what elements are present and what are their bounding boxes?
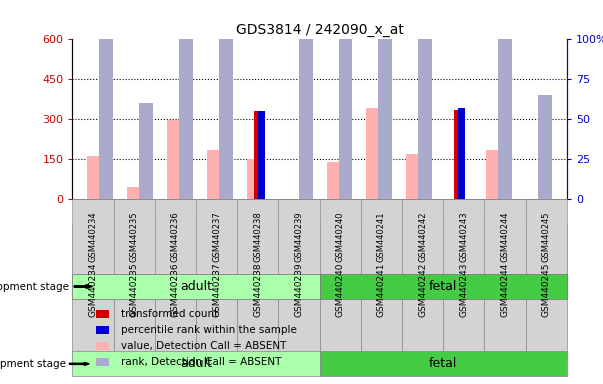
Text: GSM440236: GSM440236 — [171, 211, 180, 262]
Text: GSM440234: GSM440234 — [89, 211, 98, 262]
Text: fetal: fetal — [429, 358, 458, 370]
Bar — [207, 150, 221, 199]
Text: development stage: development stage — [0, 359, 66, 369]
Bar — [406, 154, 420, 199]
Text: GSM440235: GSM440235 — [130, 211, 139, 262]
Text: GSM440238: GSM440238 — [253, 263, 262, 317]
Text: GSM440235: GSM440235 — [130, 263, 139, 317]
Text: GSM440241: GSM440241 — [377, 263, 386, 317]
Bar — [167, 120, 181, 199]
Text: GSM440239: GSM440239 — [294, 211, 303, 262]
Text: GSM440243: GSM440243 — [459, 211, 469, 262]
Text: GSM440243: GSM440243 — [459, 263, 469, 317]
Text: GSM440244: GSM440244 — [500, 211, 510, 262]
Bar — [486, 150, 500, 199]
Bar — [99, 0, 113, 199]
Text: development stage: development stage — [0, 281, 69, 291]
Bar — [139, 103, 153, 199]
Bar — [87, 156, 101, 199]
Text: GSM440240: GSM440240 — [336, 263, 345, 317]
Bar — [418, 0, 432, 199]
Bar — [247, 159, 260, 199]
Title: GDS3814 / 242090_x_at: GDS3814 / 242090_x_at — [236, 23, 403, 36]
Bar — [127, 187, 141, 199]
Text: rank, Detection Call = ABSENT: rank, Detection Call = ABSENT — [121, 357, 281, 367]
Bar — [258, 111, 265, 199]
Bar — [458, 108, 465, 199]
Bar — [298, 0, 312, 199]
Text: GSM440242: GSM440242 — [418, 211, 427, 262]
Text: adult: adult — [180, 280, 212, 293]
Bar — [453, 110, 461, 199]
Bar — [179, 0, 193, 199]
Text: fetal: fetal — [429, 280, 458, 293]
Text: GSM440242: GSM440242 — [418, 263, 427, 317]
Bar — [338, 0, 353, 199]
Bar — [379, 0, 393, 199]
Text: GSM440241: GSM440241 — [377, 211, 386, 262]
Bar — [538, 95, 552, 199]
Text: GSM440245: GSM440245 — [541, 263, 551, 317]
Text: GSM440237: GSM440237 — [212, 211, 221, 262]
Text: GSM440234: GSM440234 — [89, 263, 98, 317]
Bar — [367, 108, 380, 199]
Text: transformed count: transformed count — [121, 309, 218, 319]
Text: value, Detection Call = ABSENT: value, Detection Call = ABSENT — [121, 341, 286, 351]
Text: GSM440237: GSM440237 — [212, 263, 221, 317]
Text: GSM440240: GSM440240 — [336, 211, 345, 262]
Text: percentile rank within the sample: percentile rank within the sample — [121, 325, 297, 335]
Bar — [254, 111, 261, 199]
Text: GSM440245: GSM440245 — [541, 211, 551, 262]
Bar — [327, 162, 341, 199]
Text: GSM440238: GSM440238 — [253, 211, 262, 262]
Bar — [498, 0, 512, 199]
Bar — [219, 0, 233, 199]
Text: GSM440236: GSM440236 — [171, 263, 180, 317]
Text: GSM440239: GSM440239 — [294, 263, 303, 317]
Text: adult: adult — [180, 358, 212, 370]
Text: GSM440244: GSM440244 — [500, 263, 510, 317]
